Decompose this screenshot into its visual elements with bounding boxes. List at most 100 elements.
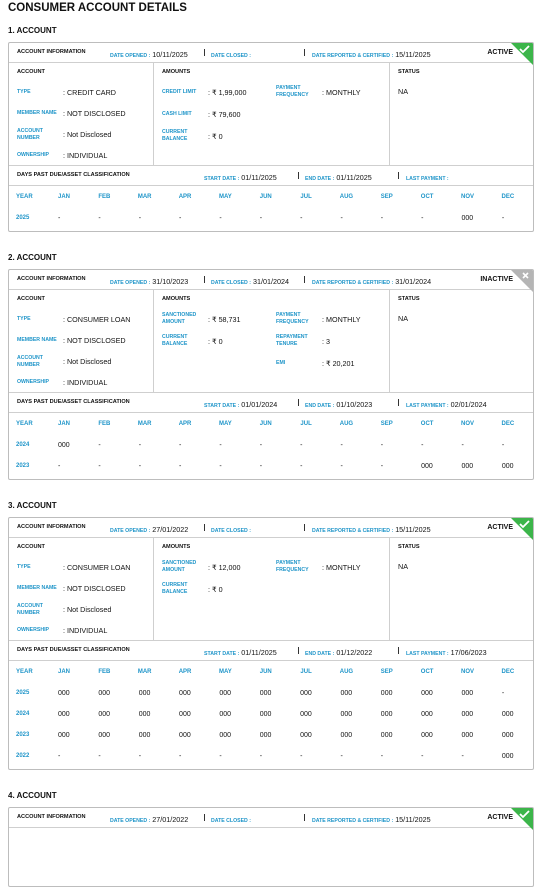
dpd-table: YEAR JAN FEB MAR APR MAY JUN JUL AUG SEP OCT NOV DEC… (9, 661, 533, 769)
status-column: STATUS NA (390, 290, 533, 392)
account-box: ACCOUNT INFORMATION DATE OPENED :27/01/20… (8, 517, 534, 770)
info-bar: ACCOUNT INFORMATION DATE OPENED :10/11/20… (9, 43, 533, 66)
bar-item: DATE CLOSED : (211, 43, 251, 66)
amount-row: PAYMENT FREQUENCY: MONTHLY (276, 309, 381, 329)
report: CONSUMER ACCOUNT DETAILS 1. ACCOUNT ACCOU… (8, 2, 534, 887)
amount-value: : ₹ 20,201 (322, 358, 355, 368)
field-label: OWNERSHIP (17, 379, 49, 385)
status-column: STATUS NA (390, 63, 533, 165)
status-value: NA (398, 562, 408, 571)
amounts-column: AMOUNTS SANCTIONED AMOUNT: ₹ 12,000 CURREN… (154, 538, 390, 640)
item-label: START DATE : (204, 651, 240, 657)
amount-row: SANCTIONED AMOUNT: ₹ 58,731 (162, 309, 267, 329)
bar-item: END DATE :01/11/2025 (305, 166, 372, 189)
dpd-bar: DAYS PAST DUE/ASSET CLASSIFICATION START … (9, 641, 533, 661)
item-value: 01/01/2024 (241, 400, 278, 409)
dpd-table: YEAR JAN FEB MAR APR MAY JUN JUL AUG SEP OCT NOV DEC… (9, 413, 533, 479)
item-value: 02/01/2024 (450, 400, 487, 409)
dpd-cell: - (138, 442, 142, 449)
amount-row: CASH LIMIT: ₹ 79,600 (162, 104, 267, 124)
item-label: END DATE : (305, 651, 335, 657)
item-label: DATE CLOSED : (211, 280, 251, 286)
page-title: CONSUMER ACCOUNT DETAILS (8, 2, 187, 14)
item-label: DATE OPENED : (110, 818, 151, 824)
amount-label: CREDIT LIMIT (162, 88, 197, 95)
dpd-cell: 000 (138, 732, 151, 739)
column-title: STATUS (398, 69, 420, 75)
separator (204, 49, 205, 56)
bar-item: DATE OPENED :10/11/2025 (110, 43, 188, 66)
dpd-cell: - (58, 463, 61, 470)
dpd-cell: 000 (219, 711, 232, 718)
dpd-cell: 000 (98, 690, 111, 697)
amount-label: PAYMENT FREQUENCY (276, 85, 309, 98)
item-label: DATE REPORTED & CERTIFIED : (312, 818, 394, 824)
bar-item: LAST PAYMENT : (406, 166, 449, 189)
item-value: 27/01/2022 (152, 525, 189, 534)
header-cell: JAN (57, 421, 70, 427)
dpd-cell: - (58, 215, 61, 222)
table-header: YEAR JAN FEB MAR APR MAY JUN JUL AUG SEP OCT NOV DEC (9, 661, 533, 683)
header-cell: DEC (501, 194, 515, 200)
amounts-column: AMOUNTS SANCTIONED AMOUNT: ₹ 58,731 CURREN… (154, 290, 390, 392)
dpd-cell: - (179, 215, 182, 222)
item-label: DATE CLOSED : (211, 53, 251, 59)
year-cell: 2023 (16, 732, 30, 738)
field-row: OWNERSHIP : INDIVIDUAL (17, 372, 152, 393)
account-column: ACCOUNT TYPE: CONSUMER LOAN MEMBER NAME: N… (9, 538, 154, 640)
header-cell: MAY (218, 194, 232, 200)
year-cell: 2022 (16, 753, 30, 759)
info-bar: ACCOUNT INFORMATION DATE OPENED :27/01/20… (9, 808, 533, 830)
header-cell: NOV (460, 194, 474, 200)
header-cell: JUN (259, 194, 272, 200)
header-cell: FEB (98, 669, 111, 675)
header-cell: AUG (339, 421, 354, 427)
item-label: START DATE : (204, 403, 240, 409)
header-cell: MAR (137, 194, 152, 200)
field-row: OWNERSHIP: INDIVIDUAL (17, 620, 152, 641)
field-value: : INDIVIDUAL (63, 378, 108, 387)
amount-row: PAYMENT FREQUENCY: MONTHLY (276, 557, 381, 577)
dpd-cell: - (219, 215, 222, 222)
field-label: ACCOUNT NUMBER (17, 127, 43, 141)
item-value: 15/11/2025 (395, 50, 431, 59)
status-text: INACTIVE (480, 276, 513, 283)
separator (304, 276, 305, 283)
field-label: MEMBER NAME (17, 585, 57, 591)
column-title: ACCOUNT (17, 544, 45, 550)
column-title: STATUS (398, 296, 420, 302)
amount-label: PAYMENT FREQUENCY (276, 560, 309, 573)
field-row: TYPE: CONSUMER LOAN (17, 557, 152, 578)
account-heading: 1. ACCOUNT (8, 26, 57, 35)
field-row: MEMBER NAME: NOT DISCLOSED (17, 330, 152, 351)
field-value: : INDIVIDUAL (63, 151, 108, 160)
field-row: ACCOUNT NUMBER: Not Disclosed (17, 351, 152, 372)
dpd-cell: - (58, 753, 61, 760)
account-details: ACCOUNT TYPE: CONSUMER LOAN MEMBER NAME: N… (9, 290, 533, 393)
dpd-cell: - (421, 753, 424, 760)
status-value: NA (398, 314, 408, 323)
item-value: 27/01/2022 (152, 815, 189, 824)
dpd-cell: - (501, 690, 505, 697)
amounts-column: AMOUNTS CREDIT LIMIT: ₹ 1,99,000 CASH LIMI… (154, 63, 390, 165)
bar-item: DATE REPORTED & CERTIFIED :15/11/2025 (312, 43, 431, 66)
separator (304, 814, 305, 821)
field-label: TYPE (17, 564, 31, 570)
header-cell: NOV (460, 669, 474, 675)
separator (204, 524, 205, 531)
table-row: 2022 - - - - - - - - - - - 000 (9, 746, 533, 767)
table-row: 2023 000 000 000 000 000 000 000 000 000 000 000 000 (9, 725, 533, 746)
dpd-table: YEAR JAN FEB MAR APR MAY JUN JUL AUG SEP OCT NOV DEC… (9, 186, 533, 231)
amount-value: : ₹ 1,99,000 (208, 87, 247, 97)
bar-item: DATE CLOSED :31/01/2024 (211, 270, 289, 293)
header-cell: JUL (300, 421, 312, 427)
column-title: AMOUNTS (162, 544, 191, 550)
dpd-cell: - (138, 463, 142, 470)
dpd-cell: 000 (98, 711, 111, 718)
separator (298, 172, 299, 179)
header-cell: DEC (501, 421, 515, 427)
header-cell: YEAR (16, 669, 33, 675)
header-cell: YEAR (16, 421, 33, 427)
dpd-cell: 000 (461, 463, 474, 470)
field-row: MEMBER NAME: NOT DISCLOSED (17, 103, 152, 124)
